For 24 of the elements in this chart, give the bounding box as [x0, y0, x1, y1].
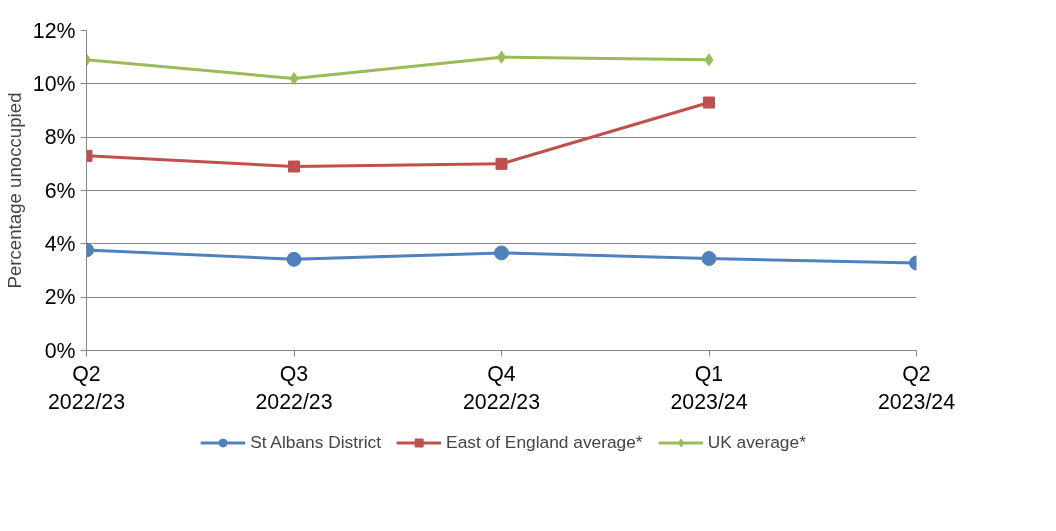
y-tick-label: 0% — [44, 338, 76, 363]
point — [289, 72, 299, 85]
y-tick-label: 4% — [44, 231, 76, 256]
point — [288, 160, 300, 173]
x-tick-label: Q1 2023/24 — [670, 361, 748, 415]
y-tick-label: 2% — [44, 285, 76, 310]
point — [701, 251, 717, 266]
y-tick-label: 10% — [32, 71, 76, 96]
legend-label: East of England average* — [446, 431, 643, 453]
y-tick-label: 12% — [32, 18, 76, 43]
point — [704, 53, 714, 67]
point — [286, 251, 302, 267]
point — [495, 157, 508, 170]
legend-label: UK average* — [707, 431, 806, 453]
point — [703, 96, 715, 109]
x-tick-label: Q4 2022/23 — [462, 361, 541, 415]
x-tick-label: Q2 2023/24 — [877, 361, 956, 415]
x-tick-label: Q2 2022/23 — [47, 361, 126, 415]
point — [494, 245, 509, 261]
y-axis-title: Percentage unoccupied — [3, 92, 25, 289]
y-tick-label: 6% — [44, 178, 76, 203]
x-tick-label: Q3 2022/23 — [255, 361, 333, 415]
y-tick-label: 8% — [44, 125, 76, 150]
legend-label: St Albans District — [250, 431, 382, 453]
